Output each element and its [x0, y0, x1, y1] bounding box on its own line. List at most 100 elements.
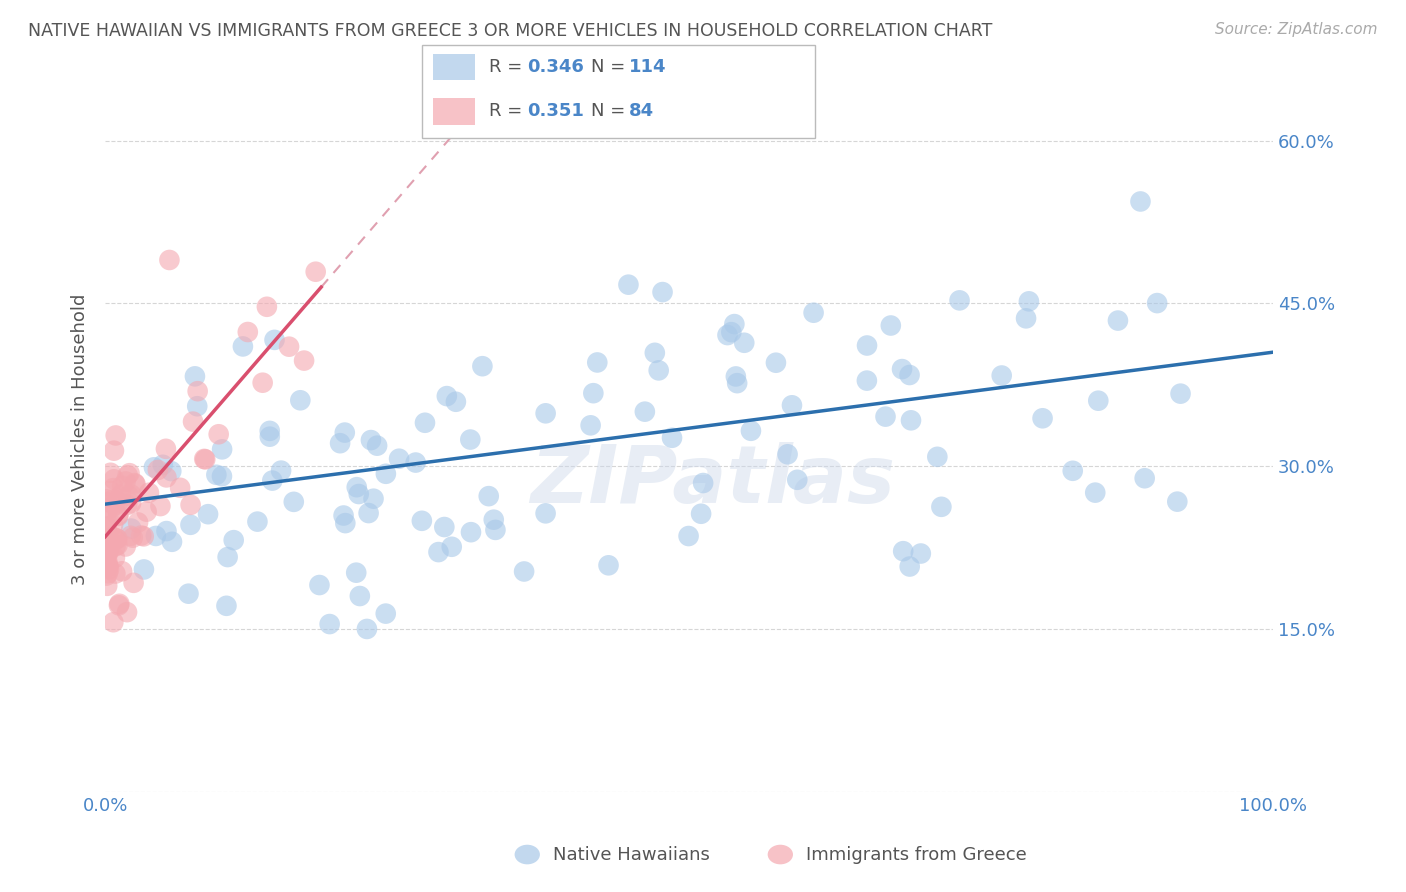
Point	[692, 476, 714, 491]
Point	[617, 277, 640, 292]
Point	[356, 622, 378, 636]
Point	[534, 406, 557, 420]
Point	[115, 605, 138, 619]
Point	[98, 536, 121, 550]
Point	[96, 513, 118, 527]
Point	[290, 393, 312, 408]
Point	[159, 252, 181, 267]
Point	[444, 394, 467, 409]
Point	[388, 451, 411, 466]
Point	[107, 508, 129, 523]
Point	[661, 431, 683, 445]
Point	[142, 460, 165, 475]
Text: NATIVE HAWAIIAN VS IMMIGRANTS FROM GREECE 3 OR MORE VEHICLES IN HOUSEHOLD CORREL: NATIVE HAWAIIAN VS IMMIGRANTS FROM GREEC…	[28, 22, 993, 40]
Text: N =: N =	[591, 103, 630, 120]
Point	[146, 463, 169, 477]
Point	[252, 376, 274, 390]
Point	[344, 566, 367, 580]
Point	[101, 481, 124, 495]
Point	[856, 338, 879, 352]
Point	[411, 514, 433, 528]
Point	[586, 355, 609, 369]
Point	[181, 415, 204, 429]
Text: 114: 114	[628, 58, 666, 76]
Text: 84: 84	[628, 103, 654, 120]
Point	[120, 522, 142, 536]
Point	[1133, 471, 1156, 485]
Point	[111, 564, 134, 578]
Point	[856, 374, 879, 388]
Text: R =: R =	[489, 58, 529, 76]
Point	[292, 353, 315, 368]
Point	[236, 325, 259, 339]
Point	[117, 468, 139, 483]
Point	[107, 495, 129, 509]
Point	[720, 325, 742, 339]
Point	[129, 528, 152, 542]
Point	[127, 516, 149, 530]
Point	[118, 466, 141, 480]
Point	[433, 520, 456, 534]
Point	[1062, 464, 1084, 478]
Point	[634, 405, 657, 419]
Point	[333, 425, 356, 440]
Point	[1032, 411, 1054, 425]
Point	[118, 489, 141, 503]
Point	[1107, 313, 1129, 327]
Point	[262, 474, 284, 488]
Point	[96, 495, 118, 509]
Point	[534, 506, 557, 520]
Point	[177, 587, 200, 601]
Point	[478, 489, 501, 503]
Point	[927, 450, 949, 464]
Point	[103, 443, 125, 458]
Point	[104, 550, 127, 565]
Point	[308, 578, 330, 592]
Point	[786, 473, 808, 487]
Point	[197, 507, 219, 521]
Text: 0.346: 0.346	[527, 58, 583, 76]
Point	[120, 496, 142, 510]
Point	[104, 566, 127, 581]
Point	[103, 472, 125, 486]
Point	[413, 416, 436, 430]
Point	[1018, 294, 1040, 309]
Point	[1129, 194, 1152, 209]
Point	[97, 501, 120, 516]
Point	[460, 525, 482, 540]
Point	[122, 575, 145, 590]
Point	[651, 285, 673, 299]
Point	[215, 599, 238, 613]
Point	[1084, 485, 1107, 500]
Point	[104, 428, 127, 442]
Point	[346, 480, 368, 494]
Point	[149, 499, 172, 513]
Point	[723, 317, 745, 331]
Point	[205, 467, 228, 482]
Point	[208, 427, 231, 442]
Point	[160, 534, 183, 549]
Point	[349, 589, 371, 603]
Point	[765, 356, 787, 370]
Point	[582, 386, 605, 401]
Point	[436, 389, 458, 403]
Point	[96, 520, 118, 534]
Point	[1146, 296, 1168, 310]
Point	[644, 346, 666, 360]
Point	[180, 498, 202, 512]
Point	[96, 547, 118, 561]
Point	[891, 544, 914, 558]
Point	[440, 540, 463, 554]
Point	[97, 566, 120, 581]
Point	[1166, 494, 1188, 508]
Point	[179, 517, 201, 532]
Point	[780, 398, 803, 412]
Text: R =: R =	[489, 103, 529, 120]
Point	[124, 477, 146, 491]
Point	[405, 456, 427, 470]
Point	[100, 501, 122, 516]
Point	[900, 413, 922, 427]
Point	[96, 568, 118, 582]
Point	[482, 513, 505, 527]
Point	[132, 562, 155, 576]
